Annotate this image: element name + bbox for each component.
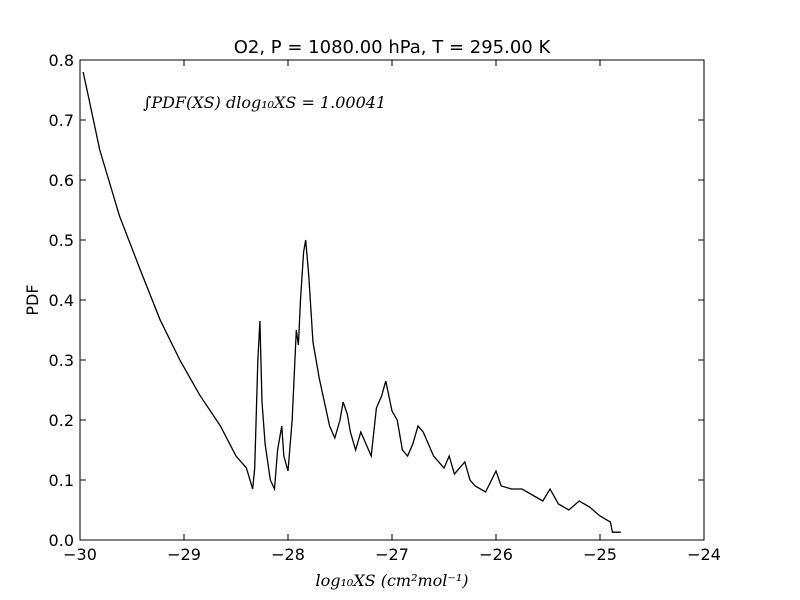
chart-title: O2, P = 1080.00 hPa, T = 295.00 K: [234, 37, 552, 58]
x-tick-label: −24: [687, 545, 721, 564]
x-tick-label: −26: [479, 545, 513, 564]
y-axis-label: PDF: [23, 284, 42, 315]
y-tick-label: 0.2: [49, 411, 74, 430]
y-tick-label: 0.6: [49, 171, 74, 190]
x-tick-label: −27: [375, 545, 409, 564]
x-tick-label: −25: [583, 545, 617, 564]
y-tick-label: 0.8: [49, 51, 74, 70]
x-tick-label: −30: [63, 545, 97, 564]
y-tick-label: 0.5: [49, 231, 74, 250]
y-tick-label: 0.0: [49, 531, 74, 550]
plot-frame: [79, 59, 705, 541]
y-tick-label: 0.1: [49, 471, 74, 490]
y-tick-label: 0.4: [49, 291, 74, 310]
data-line: [82, 71, 621, 533]
y-tick-label: 0.7: [49, 111, 74, 130]
x-axis-label: log₁₀XS (cm²mol⁻¹): [315, 571, 468, 590]
y-tick-label: 0.3: [49, 351, 74, 370]
x-tick-label: −28: [271, 545, 305, 564]
x-tick-label: −29: [167, 545, 201, 564]
annotation: ∫PDF(XS) dlog₁₀XS = 1.00041: [143, 93, 386, 112]
